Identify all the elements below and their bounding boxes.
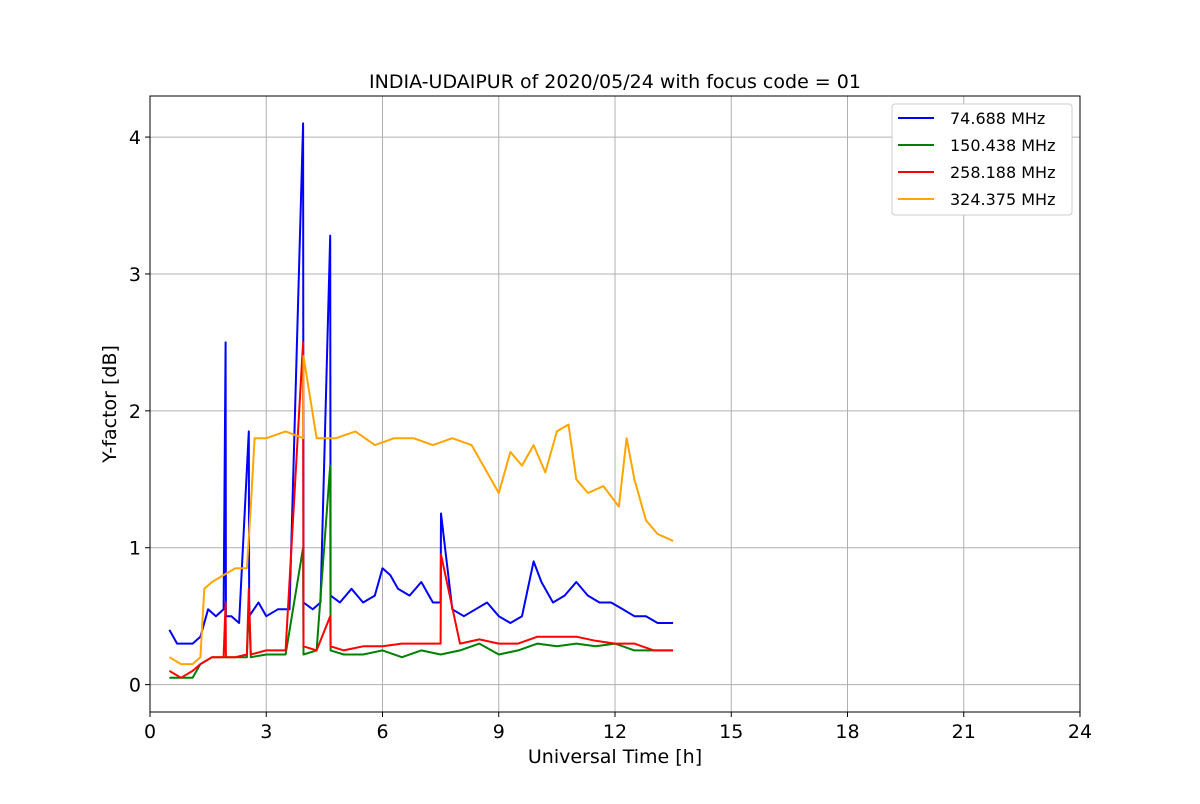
- x-tick-label: 9: [493, 721, 505, 743]
- x-tick-label: 3: [260, 721, 272, 743]
- series-line-3: [168, 341, 674, 679]
- y-tick-label: 0: [129, 675, 141, 697]
- x-tick-label: 21: [952, 721, 976, 743]
- y-tick-label: 1: [129, 538, 141, 560]
- legend-label: 74.688 MHz: [950, 109, 1045, 128]
- x-tick-label: 6: [376, 721, 388, 743]
- series-line-1: [168, 122, 674, 645]
- x-tick-label: 12: [603, 721, 627, 743]
- y-tick-label: 3: [129, 264, 141, 286]
- legend-label: 258.188 MHz: [950, 163, 1055, 182]
- y-tick-label: 2: [129, 401, 141, 423]
- x-tick-label: 24: [1068, 721, 1092, 743]
- series-lines: [168, 122, 674, 679]
- legend-label: 150.438 MHz: [950, 136, 1055, 155]
- legend-box: [891, 103, 1073, 216]
- x-tick-label: 18: [835, 721, 859, 743]
- x-tick-label: 15: [719, 721, 743, 743]
- x-tick-label: 0: [144, 721, 156, 743]
- x-axis-label: Universal Time [h]: [528, 746, 702, 768]
- y-axis-label: Y-factor [dB]: [99, 345, 121, 464]
- legend-label: 324.375 MHz: [950, 190, 1055, 209]
- y-tick-label: 4: [129, 127, 141, 149]
- series-line-4: [168, 355, 674, 666]
- chart-title: INDIA-UDAIPUR of 2020/05/24 with focus c…: [369, 71, 861, 93]
- legend: 74.688 MHz 150.438 MHz 258.188 MHz 324.375 …: [891, 103, 1073, 216]
